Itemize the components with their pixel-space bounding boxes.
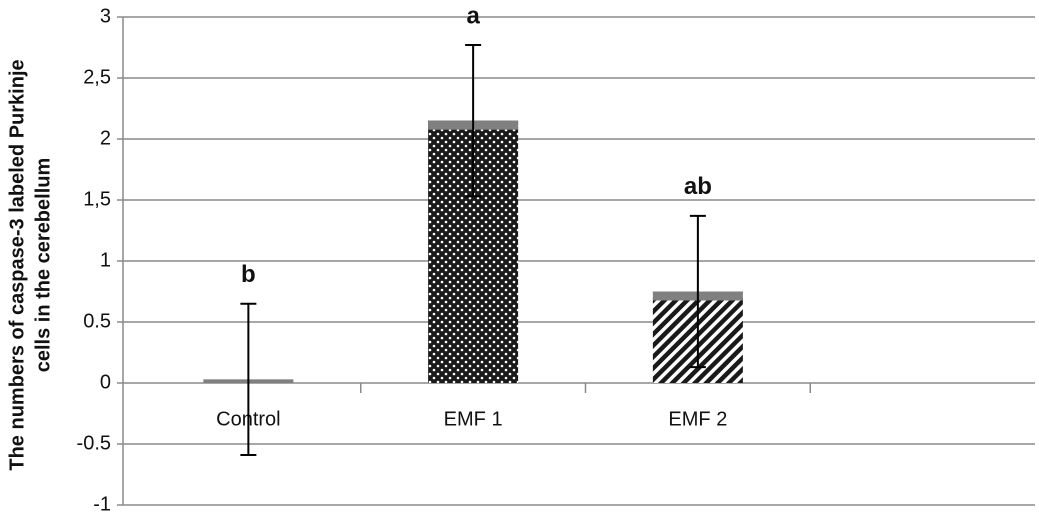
y-tick-label: -1 <box>93 493 111 515</box>
y-tick-label: 3 <box>100 5 111 27</box>
y-tick-label: 1,5 <box>83 188 111 210</box>
significance-letter: a <box>466 2 480 29</box>
y-tick-label: -0.5 <box>77 432 111 454</box>
y-tick-label: 0.5 <box>83 310 111 332</box>
y-axis-title: The numbers of caspase-3 labeled Purkinj… <box>6 59 54 470</box>
y-tick-label: 0 <box>100 371 111 393</box>
significance-letter: ab <box>684 173 712 200</box>
y-axis-title-line: The numbers of caspase-3 labeled Purkinj… <box>6 59 28 470</box>
y-tick-label: 2 <box>100 127 111 149</box>
significance-letter: b <box>241 261 256 288</box>
y-axis-title-line: cells in the cerebellum <box>32 158 54 373</box>
x-tick-label: EMF 1 <box>444 408 503 430</box>
y-tick-label: 2,5 <box>83 66 111 88</box>
y-tick-label: 1 <box>100 249 111 271</box>
x-tick-label: EMF 2 <box>668 408 727 430</box>
